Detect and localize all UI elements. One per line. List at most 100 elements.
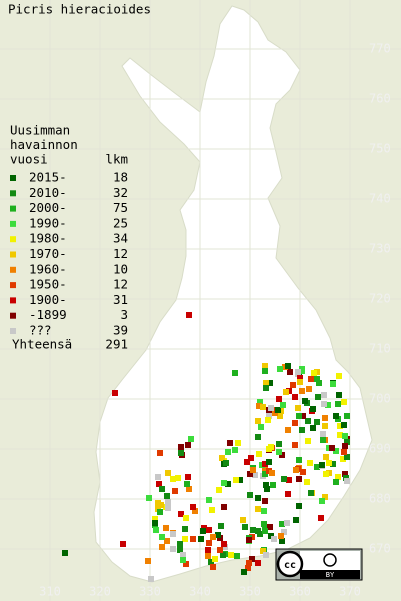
cc-badge: cc BY <box>275 548 363 581</box>
legend-swatch <box>10 328 16 334</box>
observation <box>245 565 251 571</box>
observation <box>306 386 312 392</box>
north-label: 690 <box>369 442 391 456</box>
observation <box>206 527 212 533</box>
legend-total-label: Yhteensä <box>12 337 72 352</box>
observation <box>287 369 293 375</box>
observation <box>164 493 170 499</box>
observation <box>159 544 165 550</box>
east-label: 310 <box>39 585 61 599</box>
observation <box>264 486 270 492</box>
observation <box>292 442 298 448</box>
legend-heading: havainnon <box>10 137 78 152</box>
observation <box>165 505 171 511</box>
observation <box>330 381 336 387</box>
observation <box>255 506 261 512</box>
observation <box>275 407 281 413</box>
observation <box>292 394 298 400</box>
observation <box>344 413 350 419</box>
observation <box>308 376 314 382</box>
observation <box>270 482 276 488</box>
observation <box>320 437 326 443</box>
observation <box>261 521 267 527</box>
north-label: 680 <box>369 492 391 506</box>
observation <box>261 508 267 514</box>
observation <box>276 449 282 455</box>
observation <box>297 379 303 385</box>
legend-label: 2015- <box>29 170 67 185</box>
observation <box>256 403 262 409</box>
observation <box>330 461 336 467</box>
observation <box>311 370 317 376</box>
observation <box>255 495 261 501</box>
observation <box>268 444 274 450</box>
observation <box>221 504 227 510</box>
observation <box>225 449 231 455</box>
observation <box>246 560 252 566</box>
observation <box>205 547 211 553</box>
observation <box>344 478 350 484</box>
observation <box>337 423 343 429</box>
legend-label: 1900- <box>29 292 67 307</box>
badge-bottom <box>300 570 360 579</box>
observation <box>263 482 269 488</box>
observation <box>266 413 272 419</box>
observation <box>267 380 273 386</box>
observation <box>344 439 350 445</box>
observation <box>185 474 191 480</box>
observation <box>308 490 314 496</box>
observation <box>315 394 321 400</box>
observation <box>300 413 306 419</box>
observation <box>260 404 266 410</box>
observation <box>263 380 269 386</box>
legend-swatch <box>10 190 16 197</box>
east-label: 370 <box>339 585 361 599</box>
observation <box>344 454 350 460</box>
observation <box>257 399 263 405</box>
observation <box>262 461 268 467</box>
observation <box>283 389 289 395</box>
observation <box>165 470 171 476</box>
legend-label: 1980- <box>29 231 67 246</box>
observation <box>170 531 176 537</box>
observation <box>170 546 176 552</box>
observation <box>178 444 184 450</box>
legend-count-header: lkm <box>105 152 128 167</box>
east-label: 320 <box>89 585 111 599</box>
observation <box>296 476 302 482</box>
observation <box>186 312 192 318</box>
legend-count: 12 <box>113 277 128 292</box>
observation <box>321 392 327 398</box>
observation <box>276 441 282 447</box>
observation <box>219 455 225 461</box>
observation <box>333 479 339 485</box>
legend-swatch <box>10 251 16 258</box>
observation <box>262 528 268 534</box>
legend-count: 12 <box>113 246 128 261</box>
observation <box>323 471 329 477</box>
observation <box>233 477 239 483</box>
observation <box>305 418 311 424</box>
observation <box>255 418 261 424</box>
east-label: 360 <box>289 585 311 599</box>
legend-count: 25 <box>113 215 128 230</box>
observation <box>157 450 163 456</box>
observation <box>209 507 215 513</box>
observation <box>263 385 269 391</box>
observation <box>120 541 126 547</box>
observation <box>242 524 248 530</box>
observation <box>335 474 341 480</box>
observation <box>232 447 238 453</box>
observation <box>200 528 206 534</box>
observation <box>299 368 305 374</box>
observation <box>286 477 292 483</box>
observation <box>112 390 118 396</box>
observation <box>262 471 268 477</box>
observation <box>156 481 162 487</box>
observation <box>247 471 253 477</box>
legend-label: 2010- <box>29 185 67 200</box>
observation <box>280 402 286 408</box>
observation <box>268 405 274 411</box>
